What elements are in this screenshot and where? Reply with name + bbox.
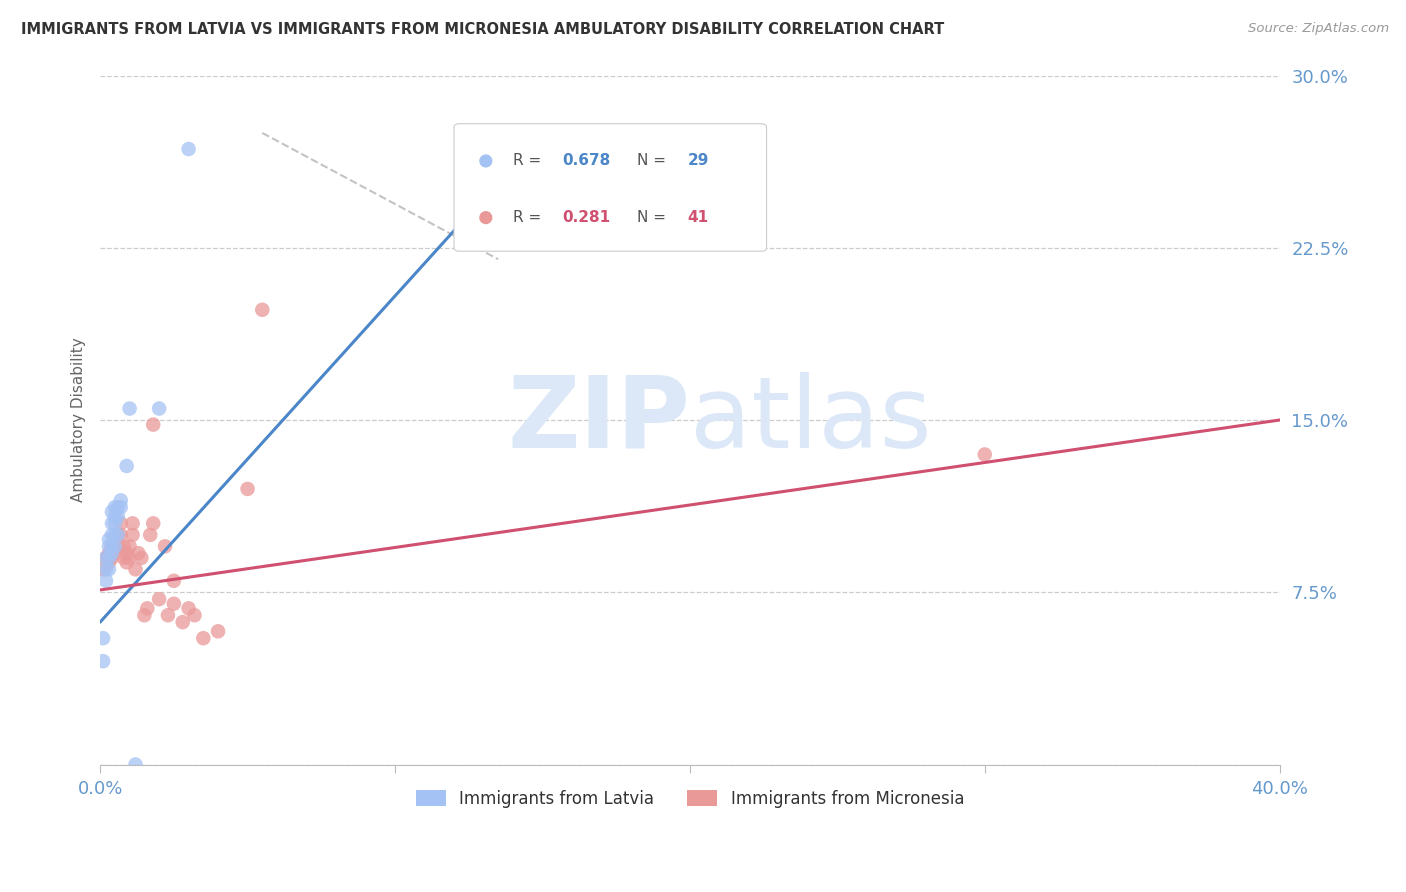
Point	[110, 500, 132, 515]
Point	[163, 597, 186, 611]
Text: ZIP: ZIP	[508, 371, 690, 468]
Point	[94, 574, 117, 588]
Point	[252, 302, 274, 317]
Point	[134, 608, 156, 623]
Point	[107, 539, 129, 553]
Text: R =: R =	[513, 211, 546, 225]
Text: 29: 29	[688, 153, 709, 169]
Point	[115, 556, 138, 570]
Point	[101, 546, 124, 560]
Point	[104, 509, 127, 524]
Point	[91, 562, 114, 576]
Text: 41: 41	[688, 211, 709, 225]
Point	[121, 516, 143, 531]
Point	[112, 539, 135, 553]
Point	[101, 505, 124, 519]
Text: N =: N =	[637, 211, 671, 225]
Text: 0.281: 0.281	[562, 211, 610, 225]
Point	[153, 539, 176, 553]
Point	[94, 562, 117, 576]
Point	[136, 601, 159, 615]
Point	[172, 615, 194, 629]
Point	[148, 401, 170, 416]
Point	[104, 500, 127, 515]
Point	[148, 592, 170, 607]
Point	[124, 757, 146, 772]
Point	[118, 550, 141, 565]
Point	[142, 516, 165, 531]
Text: Source: ZipAtlas.com: Source: ZipAtlas.com	[1249, 22, 1389, 36]
Point	[207, 624, 229, 639]
Point	[98, 546, 121, 560]
FancyBboxPatch shape	[454, 124, 766, 252]
Point	[104, 516, 127, 531]
Point	[107, 509, 129, 524]
Point	[115, 458, 138, 473]
Text: 0.678: 0.678	[562, 153, 610, 169]
Point	[101, 516, 124, 531]
Point	[98, 539, 121, 553]
Point	[101, 550, 124, 565]
Point	[91, 654, 114, 668]
Point	[236, 482, 259, 496]
Point	[193, 631, 215, 645]
Point	[118, 401, 141, 416]
Point	[110, 493, 132, 508]
Point	[139, 528, 162, 542]
Point	[98, 550, 121, 565]
Point	[177, 142, 200, 156]
Point	[104, 533, 127, 547]
Text: IMMIGRANTS FROM LATVIA VS IMMIGRANTS FROM MICRONESIA AMBULATORY DISABILITY CORRE: IMMIGRANTS FROM LATVIA VS IMMIGRANTS FRO…	[21, 22, 945, 37]
Point	[121, 528, 143, 542]
Point	[101, 528, 124, 542]
Point	[94, 550, 117, 565]
Point	[127, 546, 149, 560]
Point	[156, 608, 179, 623]
Text: R =: R =	[513, 153, 546, 169]
Point	[973, 447, 995, 461]
Point	[118, 539, 141, 553]
Point	[104, 528, 127, 542]
Point	[177, 601, 200, 615]
Legend: Immigrants from Latvia, Immigrants from Micronesia: Immigrants from Latvia, Immigrants from …	[409, 783, 970, 814]
Point	[124, 562, 146, 576]
Point	[98, 556, 121, 570]
Y-axis label: Ambulatory Disability: Ambulatory Disability	[72, 338, 86, 502]
Point	[104, 539, 127, 553]
Point	[107, 528, 129, 542]
Point	[115, 546, 138, 560]
Point	[91, 631, 114, 645]
Point	[112, 550, 135, 565]
Point	[183, 608, 205, 623]
Point	[104, 546, 127, 560]
Point	[142, 417, 165, 432]
Text: atlas: atlas	[690, 371, 932, 468]
Point	[94, 550, 117, 565]
Point	[107, 528, 129, 542]
Point	[110, 528, 132, 542]
Point	[98, 533, 121, 547]
Point	[110, 516, 132, 531]
Point	[101, 539, 124, 553]
Point	[101, 539, 124, 553]
Text: N =: N =	[637, 153, 671, 169]
Point	[163, 574, 186, 588]
Point	[107, 500, 129, 515]
Point	[131, 550, 153, 565]
Point	[98, 562, 121, 576]
